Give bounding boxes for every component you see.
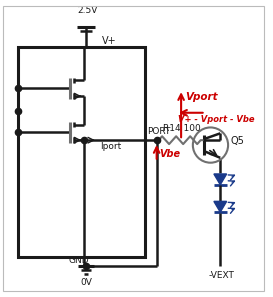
Polygon shape	[214, 201, 227, 212]
Text: 0V: 0V	[80, 278, 92, 287]
Text: V+: V+	[102, 36, 117, 46]
Text: Vbe: Vbe	[159, 149, 181, 159]
Polygon shape	[214, 174, 227, 185]
Text: Q5: Q5	[230, 136, 244, 146]
Bar	[18, 47, 145, 257]
Text: 2.5V: 2.5V	[77, 6, 97, 15]
Text: Vport: Vport	[185, 92, 218, 102]
Text: Iport: Iport	[100, 142, 121, 151]
Text: -VEXT: -VEXT	[208, 271, 234, 280]
Text: V+ - Vport - Vbe: V+ - Vport - Vbe	[178, 115, 255, 124]
Text: GND: GND	[69, 255, 89, 265]
Text: PORT: PORT	[147, 127, 170, 136]
Text: R14 100: R14 100	[163, 124, 200, 133]
